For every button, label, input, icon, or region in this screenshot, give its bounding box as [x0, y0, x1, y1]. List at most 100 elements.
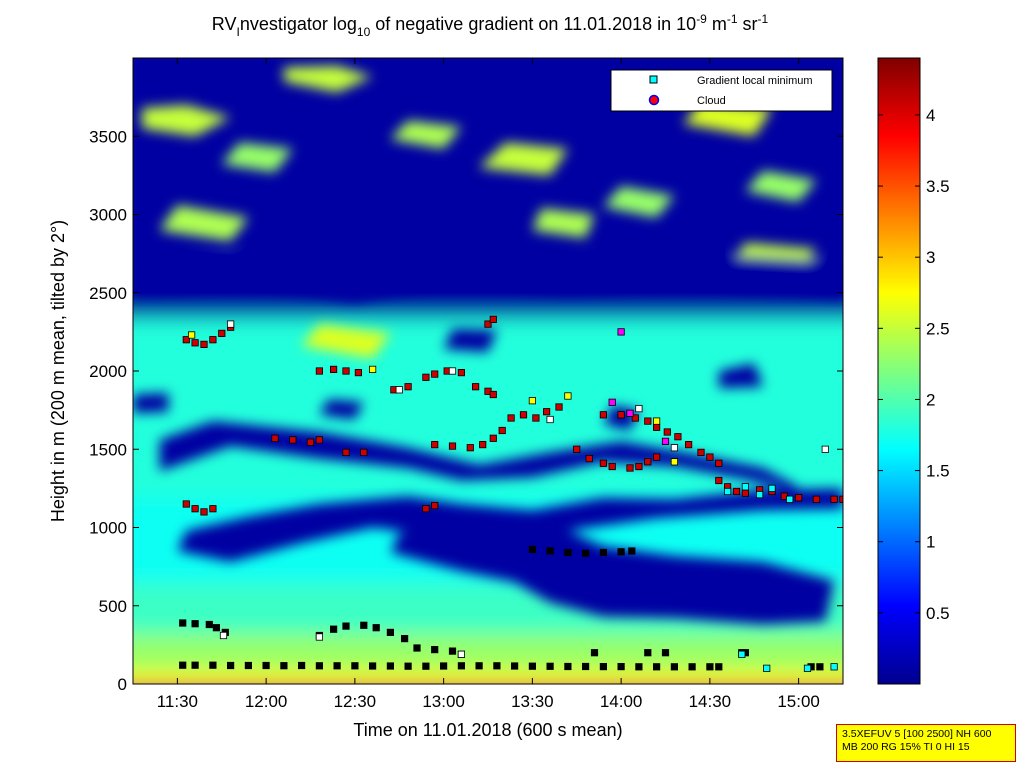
marker-s1-31 — [466, 444, 474, 452]
marker-s0-35 — [191, 620, 199, 628]
marker-s1-66 — [741, 489, 750, 497]
marker-s1-37 — [532, 414, 540, 422]
marker-s3-5 — [738, 650, 746, 658]
legend-box — [610, 69, 833, 112]
marker-s1-43 — [431, 501, 439, 510]
marker-s5-0 — [187, 331, 196, 339]
x-tick-label-0: 11:30 — [157, 692, 198, 711]
marker-s1-60 — [697, 448, 705, 457]
marker-s1-28 — [489, 390, 497, 399]
marker-s0-14 — [422, 662, 430, 670]
x-tick-label-3: 13:00 — [422, 692, 465, 711]
marker-s1-55 — [644, 417, 652, 425]
marker-s3-4 — [786, 495, 794, 503]
marker-s1-61 — [706, 453, 714, 461]
marker-s1-12 — [342, 367, 350, 375]
marker-s1-34 — [498, 426, 506, 435]
info-line-2: MB 200 RG 15% TI 0 HI 15 — [842, 741, 970, 753]
marker-s1-19 — [360, 448, 368, 457]
marker-s1-18 — [342, 448, 350, 457]
marker-s1-13 — [354, 368, 363, 377]
y-axis: 0 500 1000 1500 2000 2500 3000 3500 — [89, 127, 843, 694]
marker-s5-1 — [368, 365, 377, 374]
marker-s0-41 — [342, 622, 350, 630]
marker-s0-18 — [493, 662, 501, 670]
colorbar-tick-label-6: 3.5 — [926, 177, 950, 196]
marker-s3-2 — [756, 490, 764, 499]
legend-label-cloud: Cloud — [697, 95, 726, 107]
marker-s0-29 — [688, 663, 696, 671]
bright-region-2 — [479, 142, 568, 176]
marker-s1-23 — [431, 370, 439, 378]
marker-s0-4 — [244, 661, 252, 670]
marker-s0-15 — [439, 662, 448, 670]
marker-s0-24 — [599, 663, 608, 671]
marker-s0-51 — [546, 547, 554, 555]
legend-marker-gradient-minimum — [649, 75, 658, 84]
heatmap-area — [133, 58, 843, 684]
x-tick-label-4: 13:30 — [511, 692, 554, 711]
dark-region-6 — [141, 245, 843, 303]
marker-s0-34 — [179, 619, 187, 627]
marker-s0-20 — [528, 662, 537, 670]
marker-s4-9 — [457, 650, 466, 658]
marker-s1-44 — [573, 445, 581, 453]
marker-s0-31 — [715, 663, 723, 671]
marker-s4-6 — [821, 445, 829, 453]
marker-s1-47 — [608, 462, 616, 471]
colorbar-tick-label-3: 2 — [926, 390, 935, 409]
marker-s1-21 — [404, 383, 412, 391]
marker-s5-2 — [564, 392, 572, 400]
marker-s4-3 — [546, 415, 554, 424]
marker-s1-48 — [626, 464, 634, 472]
marker-s3-0 — [724, 487, 732, 496]
marker-s1-33 — [489, 434, 497, 442]
colorbar: 0.5 1 1.5 2 2.5 3 3.5 4 — [877, 57, 950, 685]
marker-s1-9 — [209, 505, 217, 513]
marker-s2-2 — [626, 409, 634, 417]
colorbar-tick-label-7: 4 — [926, 106, 935, 125]
marker-s3-7 — [803, 664, 812, 672]
marker-s0-33 — [816, 663, 824, 671]
marker-s0-16 — [457, 662, 466, 670]
marker-s0-50 — [528, 545, 537, 554]
marker-s0-27 — [653, 663, 661, 671]
marker-s0-5 — [262, 661, 270, 670]
marker-s0-55 — [617, 548, 625, 556]
legend: Gradient local minimum Cloud — [610, 69, 833, 112]
marker-s0-48 — [448, 647, 457, 655]
marker-s1-45 — [585, 454, 593, 463]
bright-region-7 — [159, 205, 249, 242]
marker-s0-59 — [661, 649, 670, 657]
marker-s1-17 — [315, 436, 324, 444]
marker-s0-1 — [191, 661, 199, 669]
marker-s0-36 — [205, 620, 213, 629]
marker-s0-0 — [179, 661, 187, 669]
marker-s3-6 — [763, 664, 771, 672]
marker-s1-25 — [457, 368, 466, 377]
marker-s0-7 — [297, 661, 306, 670]
marker-s0-56 — [628, 547, 636, 555]
marker-s0-23 — [582, 662, 590, 671]
marker-s4-7 — [219, 631, 228, 640]
marker-s3-1 — [741, 483, 750, 491]
dark-region-5 — [133, 392, 169, 414]
y-tick-label-3: 1500 — [89, 440, 127, 459]
marker-s0-12 — [386, 662, 395, 670]
colorbar-tick-label-5: 3 — [926, 248, 935, 267]
y-tick-label-6: 3000 — [89, 206, 127, 225]
marker-s1-58 — [674, 433, 682, 441]
colorbar-tick-label-2: 1.5 — [926, 462, 950, 481]
marker-s1-10 — [315, 367, 324, 375]
marker-s5-3 — [653, 417, 661, 425]
bright-region-10 — [532, 208, 595, 238]
marker-s1-50 — [644, 458, 652, 466]
x-tick-label-5: 14:00 — [600, 692, 643, 711]
marker-s1-22 — [422, 373, 430, 381]
marker-s0-3 — [226, 661, 235, 670]
info-line-1: 3.5XEFUV 5 [100 2500] NH 600 — [842, 728, 992, 740]
marker-s0-58 — [644, 649, 652, 657]
marker-s0-45 — [400, 635, 409, 643]
marker-s4-1 — [395, 386, 403, 394]
marker-s0-25 — [617, 663, 625, 671]
